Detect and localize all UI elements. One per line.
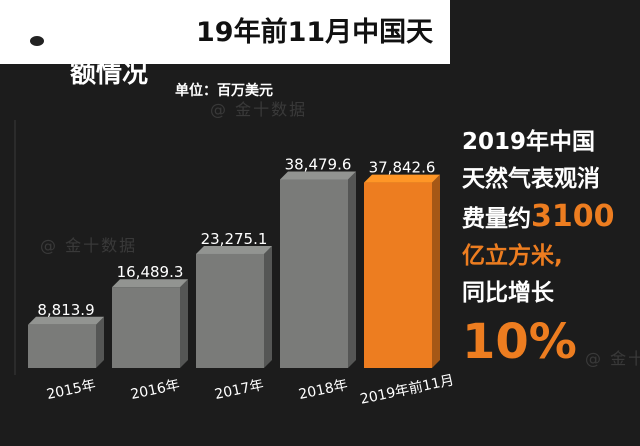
- bar: [280, 179, 348, 368]
- bar-top: [196, 245, 272, 254]
- summary-line5: 同比增长: [462, 280, 554, 306]
- summary-line3-prefix: 费量约: [462, 206, 531, 232]
- bars-group: 8,813.9 2015年 16,489.3 2016年 23,275.1 2017年 38…: [28, 155, 456, 408]
- chart-title-line1: 19年前11月中国天: [196, 17, 434, 48]
- summary-panel: 2019年中国 天然气表观消 费量约3100 亿立方米, 同比增长 10%: [462, 124, 640, 372]
- bar: [364, 182, 432, 368]
- data-label: 8,813.9: [37, 301, 94, 319]
- category-tick-label: 2017年: [213, 377, 265, 403]
- watermark: @ 金十数据: [585, 349, 640, 368]
- bar: [196, 253, 264, 368]
- summary-line3: 费量约3100: [462, 198, 640, 238]
- category-tick-label: 2018年: [297, 377, 349, 403]
- bar: [28, 324, 96, 368]
- summary-growth-value: 10%: [462, 314, 577, 370]
- data-label: 23,275.1: [201, 230, 268, 248]
- category-tick-label: 2019年前11月: [359, 371, 456, 407]
- watermark: @ 金十数据: [210, 100, 308, 119]
- bar-side: [432, 174, 440, 368]
- category-tick-label: 2016年: [129, 377, 181, 403]
- decorative-dot: [30, 36, 44, 46]
- bar-side: [96, 316, 104, 368]
- summary-line4: 亿立方米,: [462, 243, 563, 269]
- bar-top: [28, 316, 104, 325]
- bar-top: [112, 279, 188, 288]
- bar-top: [280, 171, 356, 180]
- watermark: @ 金十数据: [40, 236, 138, 255]
- summary-line2: 天然气表观消: [462, 166, 600, 192]
- unit-label: 单位：百万美元: [175, 83, 273, 99]
- data-label: 37,842.6: [369, 159, 436, 177]
- bar-side: [264, 245, 272, 368]
- summary-volume-value: 3100: [531, 199, 615, 234]
- data-label: 38,479.6: [285, 155, 352, 173]
- bar-top: [364, 174, 440, 183]
- bar-side: [348, 171, 356, 368]
- chart-title-line2: 额情况: [70, 59, 149, 89]
- bar-side: [180, 279, 188, 368]
- summary-line1: 2019年中国: [462, 129, 596, 155]
- title-band: [0, 0, 450, 64]
- category-tick-label: 2015年: [45, 377, 97, 403]
- data-label: 16,489.3: [117, 263, 184, 281]
- bar: [112, 287, 180, 368]
